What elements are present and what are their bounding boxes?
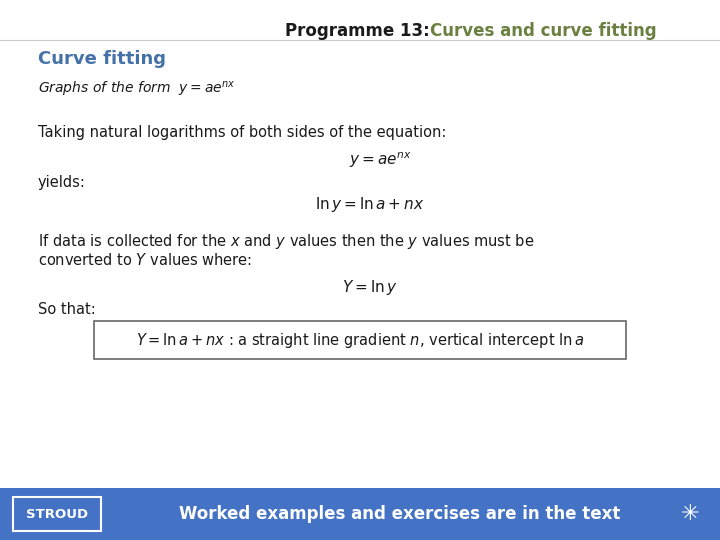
Text: STROUD: STROUD [26,508,88,521]
Text: So that:: So that: [38,302,96,317]
Text: $y = ae^{nx}$: $y = ae^{nx}$ [348,150,411,170]
Text: $Y = \ln y$: $Y = \ln y$ [342,278,398,297]
Text: converted to $Y$ values where:: converted to $Y$ values where: [38,252,252,268]
FancyBboxPatch shape [13,497,101,531]
Text: Worked examples and exercises are in the text: Worked examples and exercises are in the… [179,505,621,523]
Text: Curves and curve fitting: Curves and curve fitting [430,22,657,40]
Bar [0,488,720,540]
Text: Programme 13:: Programme 13: [285,22,441,40]
FancyBboxPatch shape [94,321,626,359]
Text: Taking natural logarithms of both sides of the equation:: Taking natural logarithms of both sides … [38,125,446,140]
Text: Curve fitting: Curve fitting [38,50,166,68]
Text: ✳: ✳ [680,504,699,524]
Text: $\ln y = \ln a + nx$: $\ln y = \ln a + nx$ [315,195,425,214]
Text: $\mathit{Graphs\ of\ the\ form}$  $y = ae^{nx}$: $\mathit{Graphs\ of\ the\ form}$ $y = ae… [38,80,236,99]
Text: If data is collected for the $x$ and $y$ values then the $y$ values must be: If data is collected for the $x$ and $y$… [38,232,534,251]
Text: $Y = \ln a + nx$ : a straight line gradient $n$, vertical intercept $\ln a$: $Y = \ln a + nx$ : a straight line gradi… [136,330,584,349]
Text: yields:: yields: [38,175,86,190]
